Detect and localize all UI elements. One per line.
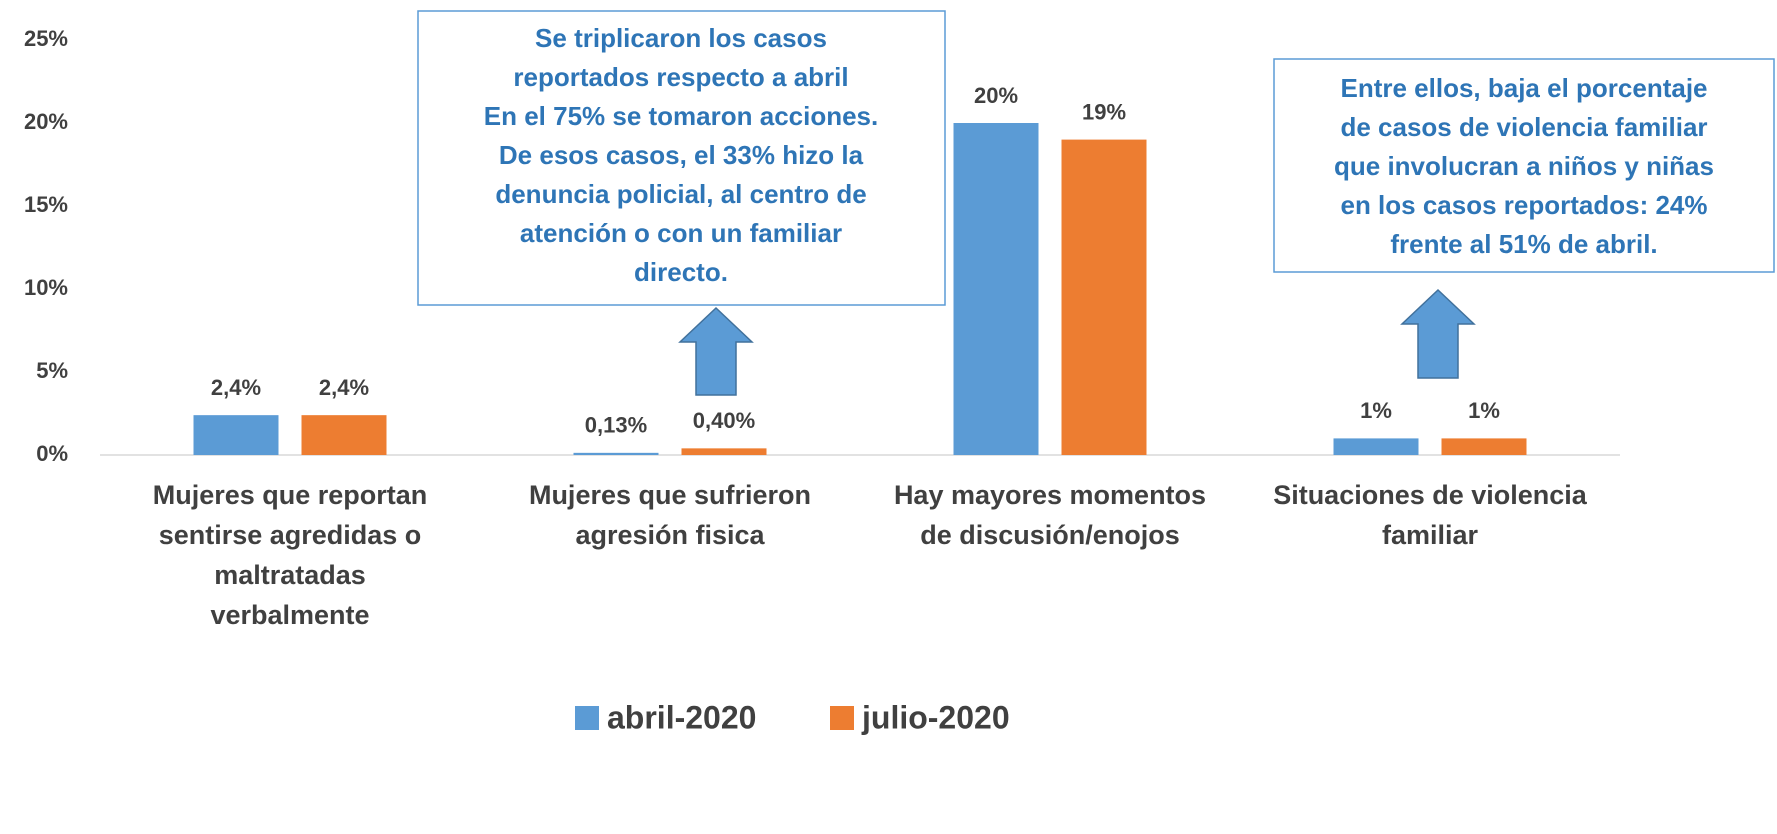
- legend-swatch: [830, 706, 854, 730]
- x-tick-label: verbalmente: [210, 600, 369, 630]
- annotation-text: De esos casos, el 33% hizo la: [499, 140, 864, 170]
- data-label: 2,4%: [319, 375, 369, 400]
- annotation-text: atención o con un familiar: [520, 218, 842, 248]
- annotation-text: de casos de violencia familiar: [1340, 112, 1707, 142]
- y-tick-label: 0%: [36, 441, 68, 466]
- legend-label: abril-2020: [607, 699, 756, 735]
- arrow: [678, 306, 754, 396]
- y-tick-label: 15%: [24, 192, 68, 217]
- bar: [681, 448, 767, 455]
- x-tick-label: Mujeres que reportan: [153, 480, 428, 510]
- annotation-text: en los casos reportados: 24%: [1340, 190, 1707, 220]
- y-tick-label: 5%: [36, 358, 68, 383]
- annotation-box: [1273, 58, 1775, 273]
- arrow: [1400, 288, 1476, 379]
- data-label: 19%: [1082, 99, 1126, 124]
- annotation-text: Entre ellos, baja el porcentaje: [1340, 73, 1707, 103]
- y-tick-label: 25%: [24, 26, 68, 51]
- bar: [573, 452, 659, 455]
- data-label: 0,40%: [693, 408, 755, 433]
- data-label: 2,4%: [211, 375, 261, 400]
- data-label: 1%: [1468, 398, 1500, 423]
- annotation-text: Se triplicaron los casos: [535, 23, 827, 53]
- data-label: 1%: [1360, 398, 1392, 423]
- legend-swatch: [575, 706, 599, 730]
- bar: [1333, 438, 1419, 455]
- x-tick-label: de discusión/enojos: [920, 520, 1180, 550]
- x-tick-label: Situaciones de violencia: [1273, 480, 1588, 510]
- annotation-text: denuncia policial, al centro de: [495, 179, 866, 209]
- data-label: 0,13%: [585, 413, 647, 438]
- y-tick-label: 10%: [24, 275, 68, 300]
- x-tick-label: agresión fisica: [575, 520, 765, 550]
- bar: [1061, 139, 1147, 455]
- x-tick-label: sentirse agredidas o: [159, 520, 422, 550]
- bar: [1441, 438, 1527, 455]
- legend-label: julio-2020: [861, 699, 1010, 735]
- data-label: 20%: [974, 83, 1018, 108]
- annotation-box: [417, 10, 946, 306]
- y-tick-label: 20%: [24, 109, 68, 134]
- annotation-text: reportados respecto a abril: [513, 62, 848, 92]
- bar: [301, 415, 387, 455]
- x-tick-label: familiar: [1382, 520, 1479, 550]
- bar: [193, 415, 279, 455]
- annotation-text: directo.: [634, 257, 728, 287]
- x-tick-label: Mujeres que sufrieron: [529, 480, 811, 510]
- annotation-text: que involucran a niños y niñas: [1334, 151, 1714, 181]
- annotation-text: En el 75% se tomaron acciones.: [484, 101, 879, 131]
- x-tick-label: Hay mayores momentos: [894, 480, 1206, 510]
- annotation-text: frente al 51% de abril.: [1390, 229, 1657, 259]
- x-tick-label: maltratadas: [214, 560, 366, 590]
- bar: [953, 123, 1039, 455]
